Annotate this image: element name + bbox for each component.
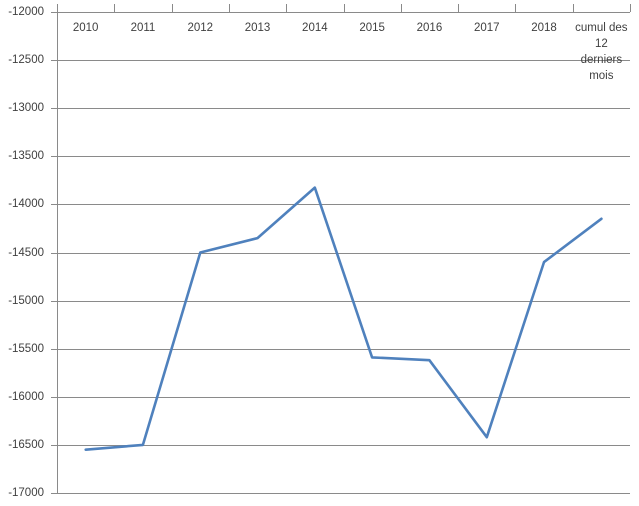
x-axis-label: 2012 (187, 22, 214, 34)
y-axis-label: -13500 (8, 150, 44, 162)
x-axis-label: cumul des 12 derniers mois (575, 22, 628, 82)
y-axis-label: -14500 (8, 247, 44, 259)
x-axis-label: 2015 (359, 22, 385, 34)
y-axis-label: -12500 (8, 54, 44, 66)
x-axis-label: 2018 (531, 22, 557, 34)
y-axis-label: -17000 (8, 487, 44, 499)
y-axis-label: -15500 (8, 343, 44, 355)
data-series-line (84, 186, 603, 452)
x-axis-label: 2016 (416, 22, 443, 34)
y-axis-label: -14000 (8, 198, 44, 210)
x-axis-label: 2013 (244, 22, 271, 34)
y-axis-label: -12000 (8, 6, 44, 18)
x-axis-label: 2011 (130, 22, 156, 34)
y-axis-label: -16500 (8, 439, 44, 451)
y-axis-label: -15000 (8, 295, 44, 307)
y-axis-label: -13000 (8, 102, 44, 114)
x-axis-label: 2010 (72, 22, 99, 34)
x-axis-label: 2017 (473, 22, 500, 34)
y-axis-label: -16000 (8, 391, 44, 403)
x-axis-label: 2014 (302, 22, 328, 34)
